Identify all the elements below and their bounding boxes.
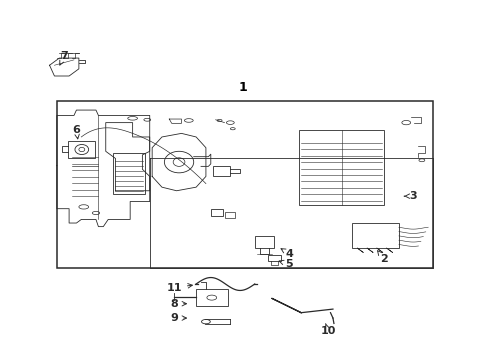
Bar bbox=[299, 130, 384, 205]
Text: 8: 8 bbox=[171, 299, 187, 309]
Bar bbox=[225, 212, 235, 218]
Text: 10: 10 bbox=[320, 324, 336, 336]
Text: 3: 3 bbox=[404, 191, 417, 201]
Bar bbox=[68, 140, 95, 158]
Bar bbox=[352, 223, 399, 248]
Text: 9: 9 bbox=[170, 313, 187, 323]
Text: 1: 1 bbox=[238, 81, 247, 94]
Text: 6: 6 bbox=[73, 125, 80, 139]
Bar bbox=[269, 255, 281, 261]
Text: 4: 4 bbox=[281, 248, 293, 258]
Bar bbox=[57, 101, 433, 268]
Bar bbox=[213, 166, 230, 176]
Text: 7: 7 bbox=[60, 51, 68, 65]
Text: 5: 5 bbox=[279, 259, 293, 269]
Bar bbox=[211, 209, 223, 216]
Bar bbox=[113, 153, 145, 194]
Bar bbox=[255, 235, 274, 248]
Text: 2: 2 bbox=[377, 251, 388, 264]
Bar bbox=[196, 289, 228, 306]
Text: 11: 11 bbox=[167, 283, 193, 293]
